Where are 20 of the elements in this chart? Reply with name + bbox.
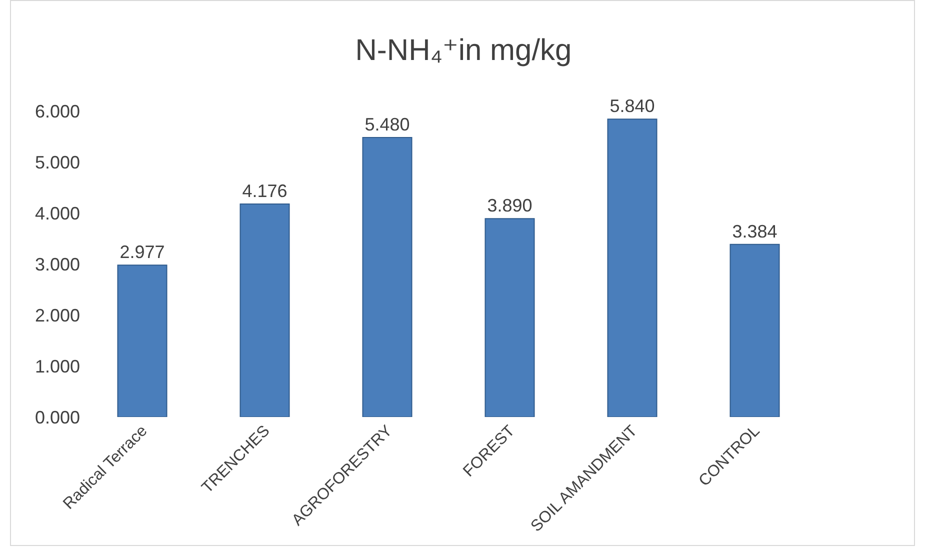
y-tick-label: 6.000 [34, 101, 80, 122]
data-label: 3.384 [732, 221, 778, 242]
y-tick-label: 1.000 [34, 356, 80, 376]
data-label: 5.480 [364, 114, 410, 135]
bar [730, 244, 780, 417]
bar [484, 218, 535, 417]
y-tick-label: 5.000 [34, 152, 80, 172]
y-tick-label: 0.000 [34, 407, 80, 428]
data-label: 2.977 [120, 242, 165, 262]
y-tick-label: 4.000 [34, 203, 80, 224]
data-label: 4.176 [242, 181, 288, 202]
data-label: 5.840 [610, 96, 655, 116]
chart-title: N-NH₄⁺in mg/kg [355, 34, 572, 68]
data-label: 3.890 [487, 196, 532, 216]
bar [117, 264, 168, 417]
bar [607, 118, 658, 417]
y-tick-label: 3.000 [34, 254, 80, 274]
bar [240, 204, 290, 417]
bar [362, 137, 412, 417]
y-tick-label: 2.000 [34, 305, 80, 326]
